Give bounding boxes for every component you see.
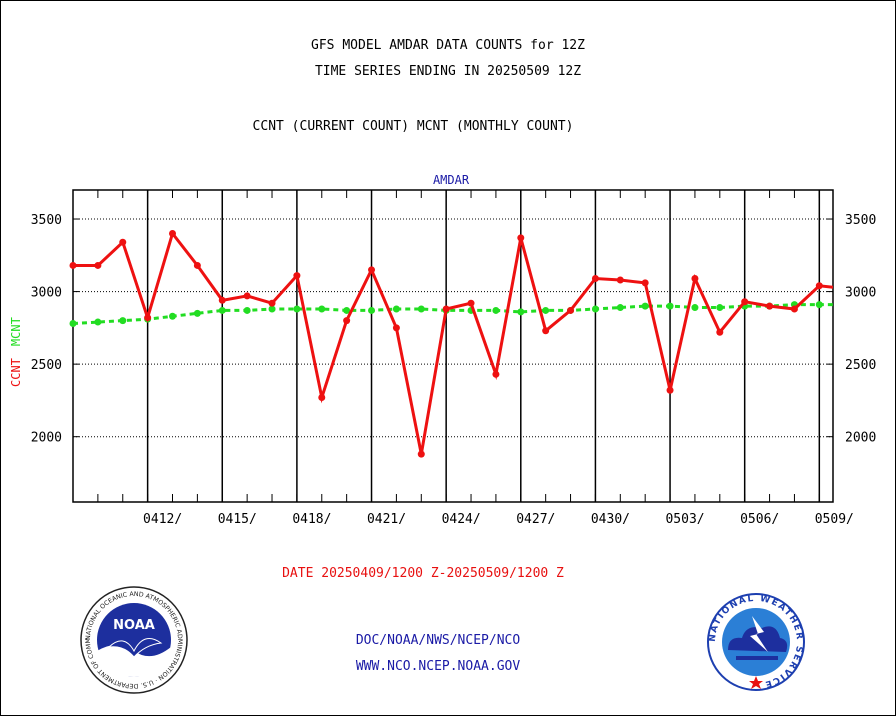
axes (72, 189, 834, 503)
data-point-mcnt (492, 306, 500, 314)
y-tick-label-right: 3000 (845, 286, 876, 301)
y-axis-label-mcnt: MCNT (9, 317, 23, 346)
y-tick-label-left: 3000 (31, 286, 62, 301)
y-tick-label-left: 3500 (31, 213, 62, 228)
data-point-ccnt (69, 261, 77, 269)
data-point-ccnt (790, 305, 798, 313)
data-point-mcnt (293, 305, 301, 313)
data-point-ccnt (169, 230, 177, 238)
plot-title: AMDAR (433, 173, 470, 187)
data-point-mcnt (243, 306, 251, 314)
data-point-ccnt (591, 275, 599, 283)
data-point-ccnt (616, 276, 624, 284)
grid (73, 190, 833, 502)
data-point-mcnt (119, 317, 127, 325)
data-point-ccnt (815, 282, 823, 290)
data-point-mcnt (417, 305, 425, 313)
data-point-mcnt (368, 306, 376, 314)
data-point-mcnt (716, 304, 724, 312)
data-point-ccnt (392, 324, 400, 332)
data-point-ccnt (716, 328, 724, 336)
data-point-ccnt (517, 234, 525, 242)
data-point-ccnt (442, 305, 450, 313)
data-point-ccnt (268, 299, 276, 307)
axis-labels: 2000 2000 2500 2500 3000 3000 3500 3500 0412/041… (9, 173, 876, 527)
data-point-mcnt (542, 306, 550, 314)
plot-frame (72, 189, 834, 503)
x-tick-label: 0412/ (143, 512, 182, 527)
data-point-mcnt (641, 302, 649, 310)
doc-link[interactable]: DOC/NOAA/NWS/NCEP/NCO (355, 633, 521, 648)
y-tick-label-right: 3500 (845, 213, 876, 228)
data-point-mcnt (69, 320, 77, 328)
data-point-ccnt (741, 298, 749, 306)
data-point-ccnt (641, 279, 649, 287)
data-point-ccnt (218, 296, 226, 304)
y-axis-label-ccnt: CCNT (9, 358, 23, 387)
data-point-mcnt (691, 304, 699, 312)
website-link[interactable]: WWW.NCO.NCEP.NOAA.GOV (355, 659, 521, 674)
data-point-mcnt (169, 312, 177, 320)
data-point-ccnt (94, 261, 102, 269)
data-point-mcnt (666, 302, 674, 310)
x-tick-label: 0427/ (516, 512, 555, 527)
noaa-logo-text: NOAA (113, 618, 155, 633)
y-tick-label-right: 2500 (845, 358, 876, 373)
data-point-ccnt (567, 306, 575, 314)
data-point-ccnt (193, 261, 201, 269)
data-point-ccnt (417, 450, 425, 458)
series-line-mcnt (73, 303, 833, 325)
x-tick-label: 0503/ (665, 512, 704, 527)
y-tick-label-right: 2000 (845, 431, 876, 446)
data-point-ccnt (368, 266, 376, 274)
data-point-ccnt (492, 370, 500, 378)
x-tick-label: 0509/ (815, 512, 854, 527)
data-point-mcnt (94, 318, 102, 326)
data-point-ccnt (542, 327, 550, 335)
data-point-ccnt (243, 292, 251, 300)
data-point-ccnt (343, 317, 351, 325)
series (69, 230, 833, 458)
data-point-mcnt (392, 305, 400, 313)
y-axis-label: CCNT MCNT (9, 317, 23, 387)
data-point-mcnt (193, 309, 201, 317)
data-point-ccnt (144, 314, 152, 322)
data-point-ccnt (766, 302, 774, 310)
noaa-logo-icon: NOAA NATIONAL OCEANIC AND ATMOSPHERIC AD… (79, 585, 188, 694)
x-tick-label: 0415/ (218, 512, 257, 527)
x-tick-label: 0506/ (740, 512, 779, 527)
data-point-mcnt (815, 301, 823, 309)
chart-title-line1: GFS MODEL AMDAR DATA COUNTS for 12Z (311, 38, 585, 53)
x-axis-label: DATE 20250409/1200 Z-20250509/1200 Z (282, 566, 564, 581)
chart-subtitle: CCNT (CURRENT COUNT) MCNT (MONTHLY COUNT… (252, 119, 574, 134)
x-tick-label: 0430/ (591, 512, 630, 527)
data-point-mcnt (343, 306, 351, 314)
y-tick-label-left: 2000 (31, 431, 62, 446)
x-tick-label: 0418/ (292, 512, 331, 527)
series-line-ccnt (73, 230, 833, 455)
nws-logo-icon: NATIONAL WEATHER SERVICE (707, 593, 805, 691)
data-point-mcnt (218, 306, 226, 314)
x-tick-label: 0421/ (367, 512, 406, 527)
data-point-mcnt (517, 308, 525, 316)
data-point-mcnt (268, 305, 276, 313)
data-point-mcnt (591, 305, 599, 313)
data-point-ccnt (293, 272, 301, 280)
data-point-ccnt (119, 238, 127, 246)
x-tick-label: 0424/ (442, 512, 481, 527)
data-point-mcnt (318, 305, 326, 313)
data-point-ccnt (318, 394, 326, 402)
data-point-ccnt (467, 299, 475, 307)
data-point-mcnt (616, 304, 624, 312)
chart-title-line2: TIME SERIES ENDING IN 20250509 12Z (314, 64, 582, 79)
y-tick-label-left: 2500 (31, 358, 62, 373)
data-point-ccnt (691, 275, 699, 283)
data-point-ccnt (666, 386, 674, 394)
